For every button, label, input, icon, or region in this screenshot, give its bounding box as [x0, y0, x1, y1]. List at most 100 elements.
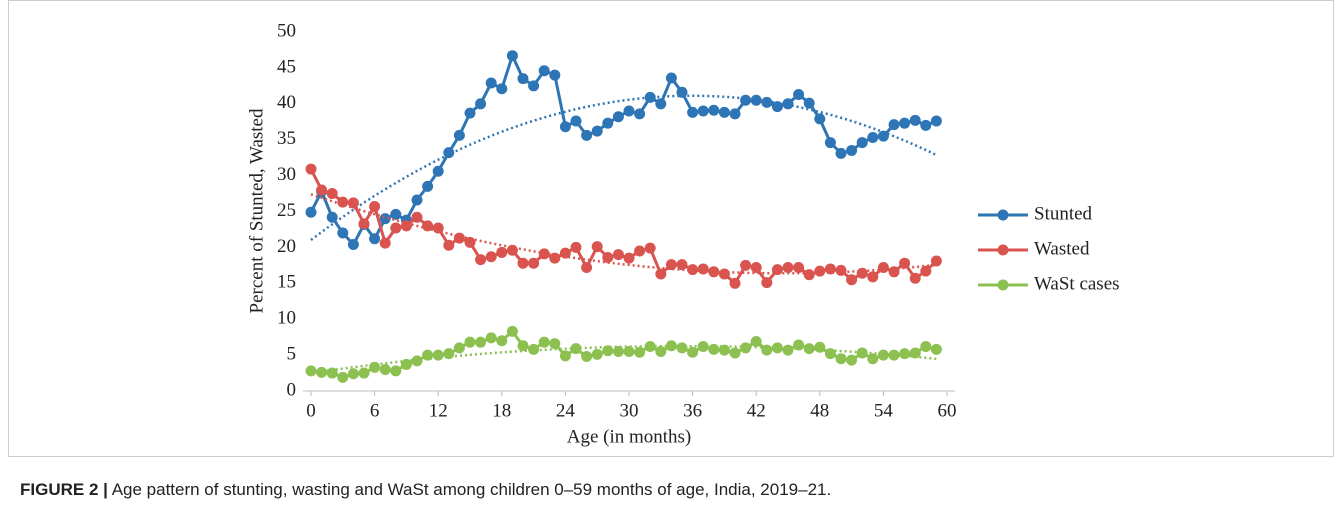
frame — [8, 0, 1334, 457]
y-tick-label: 35 — [277, 128, 296, 149]
data-point — [517, 257, 529, 269]
data-point — [464, 107, 476, 119]
y-axis-label: Percent of Stunted, Wasted — [246, 108, 267, 313]
data-point — [740, 342, 752, 354]
y-tick-label: 0 — [287, 379, 297, 400]
data-point — [453, 129, 465, 141]
x-tick-label: 24 — [556, 400, 576, 421]
data-point — [559, 247, 571, 259]
data-point — [761, 96, 773, 108]
y-tick-label: 5 — [287, 343, 297, 364]
data-point — [612, 111, 624, 123]
data-point — [422, 220, 434, 232]
caption-label: FIGURE 2 | — [20, 480, 108, 499]
x-tick-label: 42 — [747, 400, 766, 421]
y-tick-label: 40 — [277, 92, 296, 113]
data-point — [305, 365, 317, 377]
data-point — [591, 125, 603, 137]
legend-label: WaSt cases — [1034, 273, 1120, 294]
data-point — [326, 188, 338, 200]
data-point — [390, 208, 402, 220]
data-point — [496, 246, 508, 258]
data-point — [814, 113, 826, 125]
data-point — [422, 349, 434, 361]
data-point — [824, 137, 836, 149]
x-tick-label: 18 — [492, 400, 511, 421]
data-point — [676, 86, 688, 98]
data-point — [644, 242, 656, 254]
data-point — [443, 147, 455, 159]
data-point — [549, 69, 561, 81]
data-point — [485, 332, 497, 344]
data-point — [824, 263, 836, 275]
data-point — [793, 88, 805, 100]
data-point — [814, 341, 826, 353]
data-point — [581, 129, 593, 141]
data-point — [750, 262, 762, 274]
data-point — [687, 346, 699, 358]
data-point — [623, 346, 635, 358]
data-point — [888, 266, 900, 278]
data-point — [634, 245, 646, 257]
legend-label: Stunted — [1034, 203, 1093, 224]
data-point — [771, 101, 783, 113]
data-point — [708, 266, 720, 278]
data-point — [665, 72, 677, 84]
y-tick-label: 45 — [277, 56, 296, 77]
data-point — [591, 241, 603, 253]
data-point — [761, 277, 773, 289]
legend-marker — [997, 209, 1009, 221]
y-tick-label: 15 — [277, 272, 296, 293]
data-point — [771, 342, 783, 354]
data-point — [793, 262, 805, 274]
data-point — [570, 241, 582, 253]
data-point — [443, 348, 455, 360]
data-point — [909, 347, 921, 359]
data-point — [718, 106, 730, 118]
data-point — [316, 184, 328, 196]
data-point — [559, 350, 571, 362]
data-point — [899, 117, 911, 129]
data-point — [411, 194, 423, 206]
chart: Age (in months) Percent of Stunted, Wast… — [8, 0, 1334, 457]
data-point — [877, 349, 889, 361]
data-point — [612, 346, 624, 358]
y-tick-label: 30 — [277, 164, 296, 185]
data-point — [740, 94, 752, 106]
data-point — [517, 73, 529, 85]
data-point — [347, 368, 359, 380]
data-point — [750, 94, 762, 106]
data-point — [899, 348, 911, 360]
data-point — [559, 121, 571, 133]
data-point — [528, 257, 540, 269]
data-point — [930, 343, 942, 355]
data-point — [846, 274, 858, 286]
data-point — [305, 163, 317, 175]
data-point — [867, 132, 879, 144]
data-point — [761, 344, 773, 356]
data-point — [909, 272, 921, 284]
data-point — [740, 259, 752, 271]
data-point — [846, 354, 858, 366]
data-point — [814, 265, 826, 277]
data-point — [920, 119, 932, 131]
data-point — [369, 233, 381, 245]
data-point — [930, 115, 942, 127]
data-point — [475, 254, 487, 266]
data-point — [623, 105, 635, 117]
data-point — [570, 115, 582, 127]
x-axis-label: Age (in months) — [567, 426, 692, 447]
data-point — [634, 108, 646, 120]
data-point — [655, 346, 667, 358]
data-point — [782, 262, 794, 274]
data-point — [400, 220, 412, 232]
data-point — [549, 252, 561, 264]
data-point — [379, 363, 391, 375]
data-point — [888, 349, 900, 361]
data-point — [506, 244, 518, 256]
data-point — [517, 340, 529, 352]
data-point — [824, 348, 836, 360]
data-point — [803, 269, 815, 281]
data-point — [793, 339, 805, 351]
